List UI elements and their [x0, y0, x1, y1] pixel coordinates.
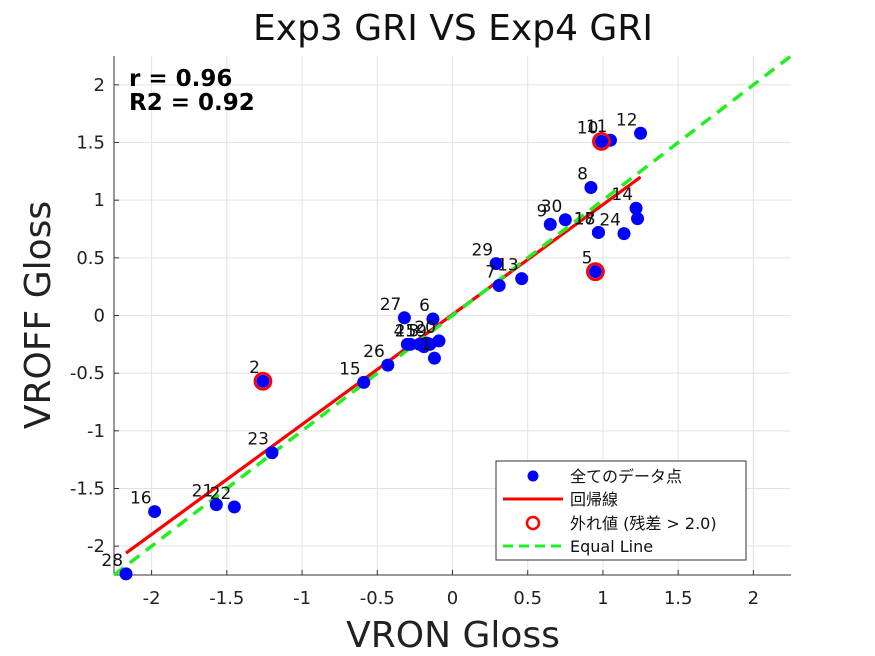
equal-line: [112, 54, 793, 577]
point-label-25: 25: [395, 321, 417, 341]
y-tick-label-6: 1: [94, 190, 105, 211]
data-point-13: [515, 272, 529, 286]
y-tick-label-2: -1: [87, 421, 105, 442]
point-label-4: 4: [394, 321, 405, 341]
point-label-16: 16: [130, 489, 152, 509]
point-label-13: 13: [497, 256, 519, 276]
data-point-1: [427, 351, 441, 365]
x-tick-label-4: 0: [447, 588, 458, 609]
data-point-22: [227, 500, 241, 514]
data-point-23: [265, 446, 279, 460]
data-point-unlabeled-2: [417, 340, 431, 354]
data-point-unlabeled-3: [631, 212, 645, 226]
y-axis-label: VROFF Gloss: [18, 201, 59, 429]
outlier-markers: [253, 131, 611, 391]
x-ticks: -2 -1.5 -1 -0.5 0 0.5 1 1.5 2: [143, 570, 759, 609]
point-label-15: 15: [339, 359, 361, 379]
x-axis-label: VRON Gloss: [346, 615, 560, 656]
data-points: [119, 126, 648, 581]
x-tick-label-8: 2: [748, 588, 759, 609]
outlier-ring-2: [253, 371, 273, 391]
data-point-12: [634, 126, 648, 140]
x-tick-label-1: -1.5: [209, 588, 244, 609]
y-tick-label-3: -0.5: [70, 363, 105, 384]
legend-label-regression: 回帰線: [570, 490, 618, 509]
legend-label-equal-line: Equal Line: [570, 537, 653, 556]
point-label-26: 26: [363, 342, 385, 362]
point-label-18: 18: [574, 209, 596, 229]
data-point-21: [209, 498, 223, 512]
legend-outlier-ring: [525, 515, 541, 531]
data-point-15: [357, 375, 371, 389]
data-point-unlabeled-0: [403, 337, 417, 351]
x-tick-label-5: 0.5: [513, 588, 542, 609]
point-label-10: 10: [577, 118, 599, 138]
y-tick-label-1: -1.5: [70, 479, 105, 500]
point-label-23: 23: [247, 430, 269, 450]
point-label-14: 14: [611, 185, 633, 205]
y-tick-label-5: 0.5: [76, 248, 105, 269]
data-point-27: [397, 311, 411, 325]
point-label-7: 7: [485, 263, 496, 283]
point-label-2: 2: [249, 358, 260, 378]
point-label-1: 1: [421, 335, 432, 355]
data-point-24: [617, 227, 631, 241]
point-label-9: 9: [536, 201, 547, 221]
point-label-29: 29: [471, 241, 493, 261]
x-tick-label-0: -2: [143, 588, 161, 609]
data-point-6: [426, 312, 440, 326]
x-tick-label-6: 1: [597, 588, 608, 609]
point-label-24: 24: [599, 211, 621, 231]
data-point-16: [148, 505, 162, 519]
data-point-7: [492, 279, 506, 293]
point-label-21: 21: [192, 482, 214, 502]
chart-title: Exp3 GRI VS Exp4 GRI: [253, 8, 653, 49]
data-point-29: [489, 257, 503, 271]
outlier-ring-5: [586, 262, 605, 282]
point-label-20: 20: [414, 318, 436, 338]
data-point-14: [629, 201, 643, 215]
legend-point-marker: [527, 470, 539, 482]
legend: 全てのデータ点 回帰線 外れ値 (残差 > 2.0) Equal Line: [495, 460, 747, 561]
point-label-30: 30: [541, 197, 563, 217]
legend-label-all-points: 全てのデータ点: [570, 467, 682, 486]
point-label-17: 17: [574, 209, 596, 229]
point-label-28: 28: [101, 551, 123, 571]
y-ticks: -2 -1.5 -1 -0.5 0 0.5 1 1.5 2: [70, 75, 119, 557]
x-tick-label-2: -1: [293, 588, 311, 609]
y-tick-label-7: 1.5: [76, 133, 105, 154]
data-point-2: [256, 374, 270, 388]
point-label-3: 3: [409, 321, 420, 341]
point-label-27: 27: [380, 295, 402, 315]
legend-label-outliers: 外れ値 (残差 > 2.0): [570, 514, 717, 533]
r2-value-annotation: R2 = 0.92: [129, 90, 255, 116]
data-point-5: [588, 265, 602, 279]
outlier-ring-10: [592, 131, 611, 151]
data-point-26: [381, 358, 395, 372]
data-point-18: [591, 225, 605, 239]
x-tick-label-7: 1.5: [664, 588, 693, 609]
point-label-8: 8: [577, 164, 588, 184]
y-tick-label-4: 0: [94, 306, 105, 327]
data-point-20: [432, 334, 446, 348]
data-point-9: [543, 217, 557, 231]
data-point-28: [119, 567, 133, 581]
data-point-8: [584, 180, 598, 194]
r-value-annotation: r = 0.96: [129, 66, 232, 92]
point-label-22: 22: [210, 484, 232, 504]
point-label-12: 12: [616, 110, 638, 130]
point-label-6: 6: [419, 296, 430, 316]
y-tick-label-8: 2: [94, 75, 105, 96]
data-point-30: [558, 213, 572, 227]
point-label-19: 19: [405, 321, 427, 341]
y-tick-label-0: -2: [87, 536, 105, 557]
x-tick-label-3: -0.5: [360, 588, 395, 609]
point-label-5: 5: [582, 249, 593, 269]
point-label-11: 11: [586, 117, 608, 137]
